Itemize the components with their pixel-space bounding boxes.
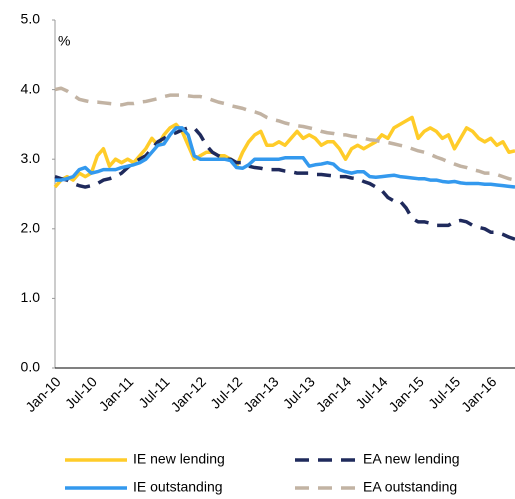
y-tick-label: 4.0 xyxy=(21,80,41,96)
legend-label: EA outstanding xyxy=(363,479,457,495)
x-tick-label: Jul-10 xyxy=(62,373,100,411)
x-tick-label: Jan-15 xyxy=(385,373,427,415)
y-tick-label: 0.0 xyxy=(21,359,41,375)
y-tick-label: 3.0 xyxy=(21,150,41,166)
x-tick-label: Jan-10 xyxy=(22,373,64,415)
legend-label: IE outstanding xyxy=(133,479,223,495)
x-tick-label: Jul-15 xyxy=(425,373,463,411)
x-tick-label: Jul-11 xyxy=(135,373,173,411)
y-tick-label: 2.0 xyxy=(21,220,41,236)
series-line xyxy=(54,126,515,241)
y-tick-label: 1.0 xyxy=(21,289,41,305)
x-tick-label: Jul-12 xyxy=(207,373,245,411)
series-line xyxy=(54,86,515,182)
y-axis-unit: % xyxy=(58,33,70,49)
x-tick-label: Jan-16 xyxy=(458,373,500,415)
x-tick-label: Jul-13 xyxy=(280,373,318,411)
series-line xyxy=(53,115,515,189)
x-tick-label: Jul-14 xyxy=(352,373,390,411)
series-line xyxy=(55,126,515,189)
x-tick-label: Jan-12 xyxy=(167,373,209,415)
x-tick-label: Jan-14 xyxy=(313,373,355,415)
x-tick-label: Jan-13 xyxy=(240,373,282,415)
legend-label: IE new lending xyxy=(133,451,225,467)
y-tick-label: 5.0 xyxy=(21,11,41,27)
legend-label: EA new lending xyxy=(363,451,460,467)
x-tick-label: Jan-11 xyxy=(96,373,137,414)
